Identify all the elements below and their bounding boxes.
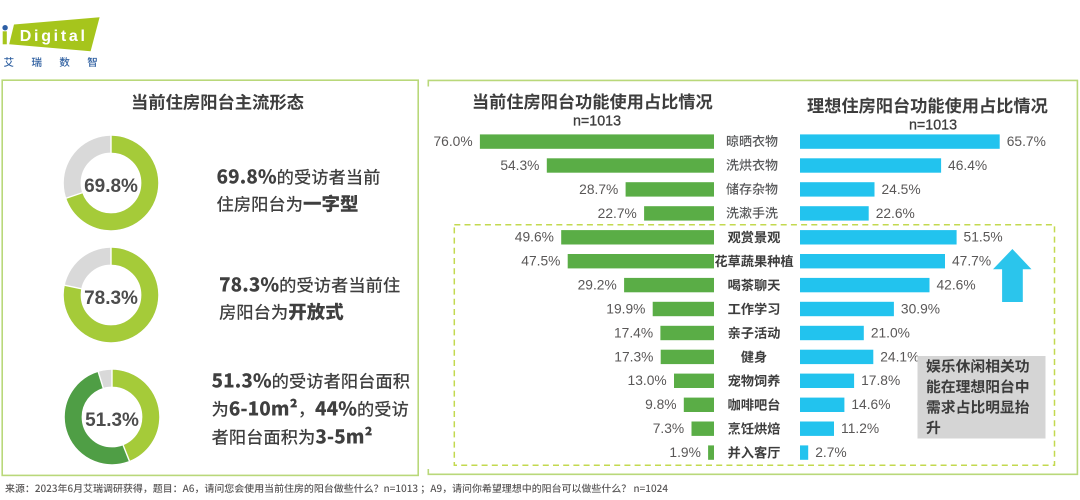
svg-text:30.9%: 30.9%: [901, 301, 940, 316]
svg-text:49.6%: 49.6%: [515, 230, 554, 245]
svg-text:22.7%: 22.7%: [598, 206, 637, 221]
svg-text:11.2%: 11.2%: [841, 421, 879, 436]
svg-text:42.6%: 42.6%: [937, 278, 976, 293]
svg-text:51.5%: 51.5%: [964, 230, 1003, 245]
svg-text:78.3%: 78.3%: [84, 288, 138, 309]
svg-text:14.6%: 14.6%: [851, 397, 890, 412]
svg-text:24.1%: 24.1%: [880, 349, 919, 364]
svg-text:19.9%: 19.9%: [606, 301, 645, 316]
svg-text:51.3%: 51.3%: [85, 410, 139, 431]
svg-text:21.0%: 21.0%: [871, 325, 910, 340]
svg-text:28.7%: 28.7%: [579, 182, 618, 197]
svg-text:13.0%: 13.0%: [628, 373, 667, 388]
svg-text:24.5%: 24.5%: [881, 182, 920, 197]
svg-text:47.5%: 47.5%: [521, 254, 560, 269]
svg-text:17.3%: 17.3%: [614, 349, 653, 364]
svg-text:2.7%: 2.7%: [815, 445, 846, 460]
svg-text:54.3%: 54.3%: [500, 158, 539, 173]
svg-text:29.2%: 29.2%: [578, 278, 617, 293]
svg-text:7.3%: 7.3%: [653, 421, 684, 436]
svg-text:65.7%: 65.7%: [1007, 134, 1046, 149]
svg-text:n=1013: n=1013: [909, 118, 957, 134]
svg-text:Digital: Digital: [20, 28, 88, 45]
svg-text:69.8%: 69.8%: [84, 176, 138, 197]
svg-text:76.0%: 76.0%: [433, 134, 472, 149]
svg-text:46.4%: 46.4%: [948, 158, 987, 173]
svg-text:17.4%: 17.4%: [614, 325, 653, 340]
svg-text:17.8%: 17.8%: [861, 373, 900, 388]
svg-text:1.9%: 1.9%: [669, 445, 700, 460]
svg-text:47.7%: 47.7%: [952, 254, 991, 269]
svg-text:22.6%: 22.6%: [876, 206, 915, 221]
svg-text:n=1013: n=1013: [573, 114, 621, 130]
svg-text:9.8%: 9.8%: [645, 397, 676, 412]
